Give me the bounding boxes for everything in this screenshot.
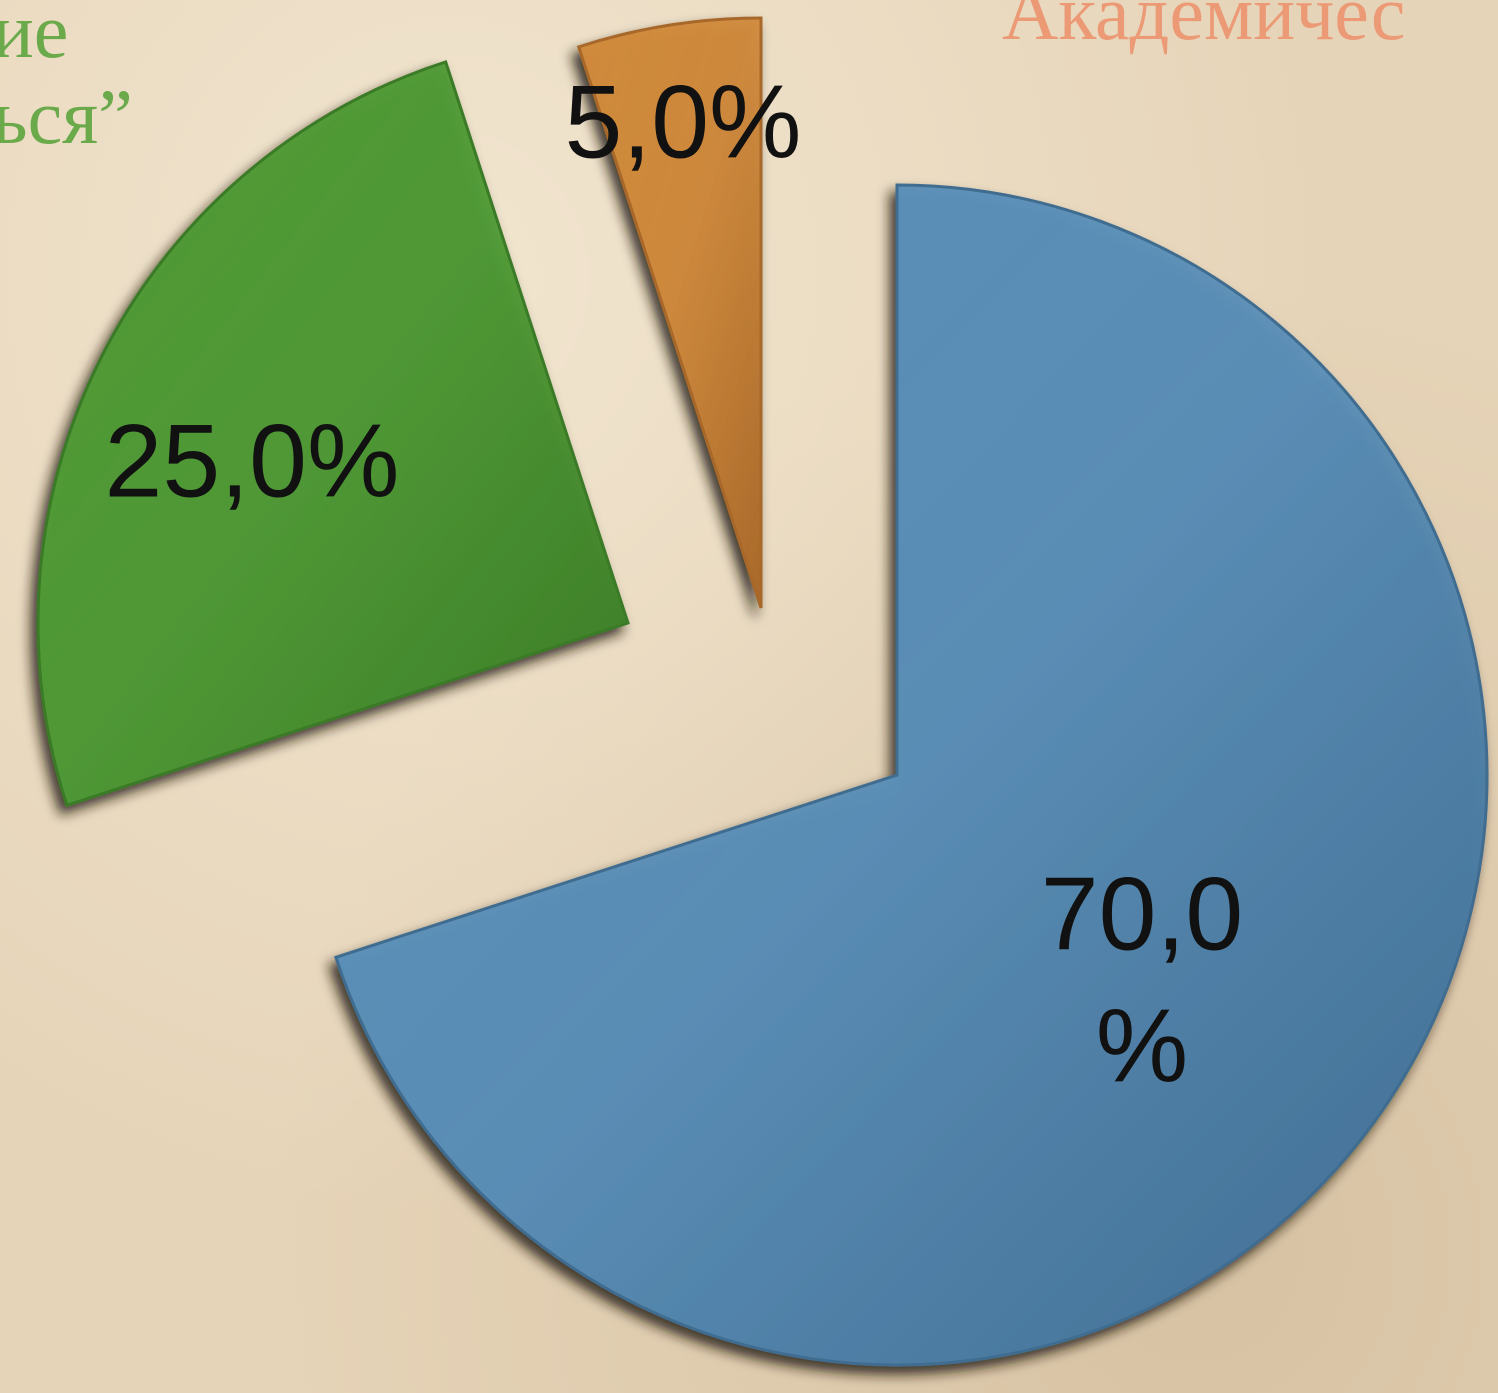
pie-slice-label-0-line-1: % xyxy=(1096,988,1188,1104)
pie-slice-label-1: 25,0% xyxy=(105,403,400,519)
pie-slices xyxy=(36,16,1489,1367)
legend-fragment-right: Академичес xyxy=(1002,0,1406,56)
pie-slice-0 xyxy=(333,183,1489,1367)
pie-slice-label-2: 5,0% xyxy=(564,64,801,180)
legend-fragment-left: ие ься” xyxy=(0,0,133,160)
pie-data-labels: 70,0% 25,0% 5,0% xyxy=(105,64,1244,1104)
pie-slice-2 xyxy=(576,16,763,609)
pie-slice-1 xyxy=(36,59,630,808)
pie-slice-label-0-line-0: 70,0 xyxy=(1041,856,1243,972)
